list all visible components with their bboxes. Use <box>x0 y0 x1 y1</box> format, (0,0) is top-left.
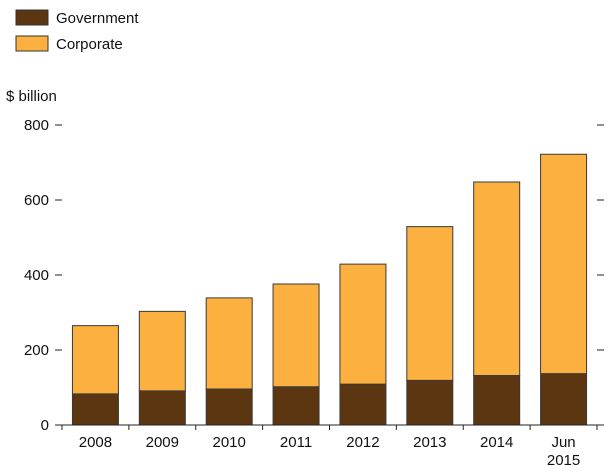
bar-corporate-2009 <box>138 310 186 392</box>
y-tick-label: 0 <box>41 417 49 434</box>
y-tick-label: 600 <box>24 192 49 209</box>
y-tick-label: 400 <box>24 267 49 284</box>
x-tick-label: 2012 <box>346 434 379 451</box>
legend-swatch-corporate <box>15 35 49 52</box>
x-axis: 2008 2009 2010 2011 2012 2013 2014 Jun 2015 <box>61 424 598 469</box>
legend-swatch-government <box>15 9 49 26</box>
bar-government-2011 <box>272 386 320 426</box>
bar-government-2013 <box>406 379 454 426</box>
bars <box>71 153 588 426</box>
bar-government-2012 <box>339 383 387 426</box>
y-axis: 0 200 400 600 800 <box>24 117 604 434</box>
bar-corporate-2011 <box>272 283 320 388</box>
y-tick-label: 200 <box>24 342 49 359</box>
bar-government-2014 <box>473 375 521 426</box>
bar-corporate-jun-2015 <box>540 153 588 375</box>
bar-corporate-2008 <box>71 325 119 395</box>
bar-corporate-2013 <box>406 226 454 381</box>
x-tick-label: Jun 2015 <box>547 434 580 469</box>
bar-government-2008 <box>71 393 119 426</box>
x-tick-label: 2014 <box>480 434 513 451</box>
bar-corporate-2010 <box>205 297 253 390</box>
x-tick-label: 2008 <box>79 434 112 451</box>
x-tick-label: 2009 <box>146 434 179 451</box>
y-tick-label: 800 <box>24 117 49 134</box>
x-tick-label: 2010 <box>213 434 246 451</box>
bar-corporate-2014 <box>473 181 521 376</box>
legend-label-government: Government <box>56 10 139 27</box>
legend-label-corporate: Corporate <box>56 36 123 53</box>
bar-government-2009 <box>138 390 186 426</box>
legend: Government Corporate <box>15 9 139 53</box>
bar-government-jun-2015 <box>540 373 588 426</box>
x-tick-label: 2011 <box>280 434 312 451</box>
y-axis-unit-label: $ billion <box>6 88 57 105</box>
bar-corporate-2012 <box>339 263 387 385</box>
x-tick-label: 2013 <box>413 434 446 451</box>
bar-government-2010 <box>205 388 253 426</box>
